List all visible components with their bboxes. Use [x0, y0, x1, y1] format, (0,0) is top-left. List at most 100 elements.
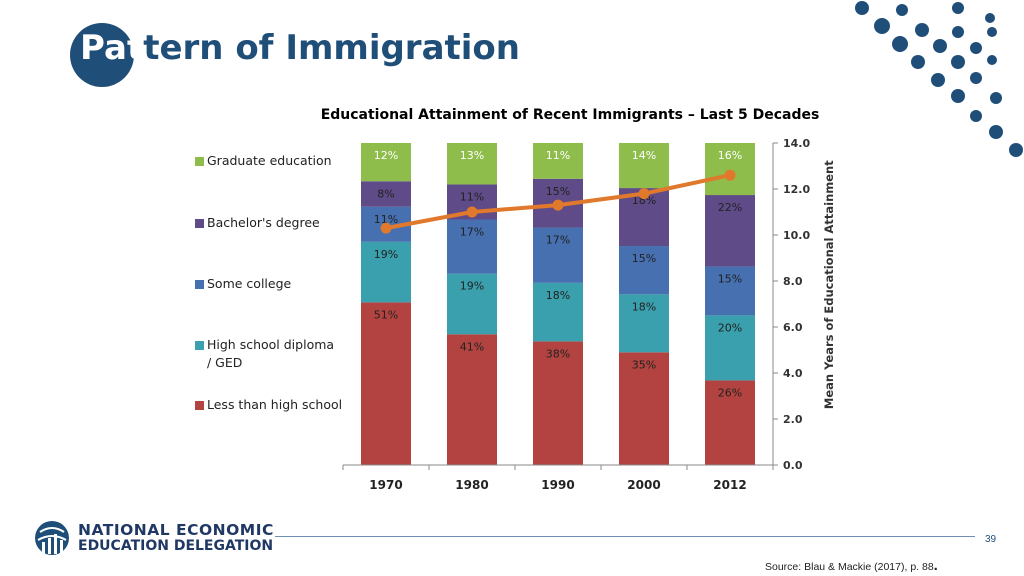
decorative-dot: [952, 26, 964, 38]
page-title-part2: tern of Immigration: [143, 28, 520, 68]
bar-data-label: 19%: [460, 280, 484, 293]
bar-data-label: 11%: [546, 149, 570, 162]
bar-data-label: 26%: [718, 386, 742, 399]
decorative-dot: [951, 55, 965, 69]
bar-data-label: 51%: [374, 308, 398, 321]
source-text: Source: Blau & Mackie (2017), p. 88: [765, 561, 934, 573]
bar-segment: [533, 282, 583, 342]
chart-legend: Graduate education Bachelor's degree Some …: [195, 153, 342, 412]
y2-tick-label: 2.0: [783, 413, 803, 426]
trend-point: [638, 188, 650, 200]
bar-data-label: 18%: [632, 300, 656, 313]
bar-data-label: 17%: [546, 234, 570, 247]
bar-data-label: 16%: [718, 149, 742, 162]
page-number: 39: [985, 534, 997, 545]
bar-data-label: 41%: [460, 340, 484, 353]
legend-label: Graduate education: [207, 153, 332, 168]
bar-data-label: 11%: [460, 190, 484, 203]
trend-point: [466, 206, 478, 218]
bar-data-label: 15%: [718, 273, 742, 286]
source-citation: Source: Blau & Mackie (2017), p. 88.: [765, 557, 938, 574]
bar-segment: [533, 143, 583, 179]
bar-segment: [447, 143, 497, 185]
bar-data-label: 35%: [632, 358, 656, 371]
page-title: Pattern of Immigration: [80, 28, 520, 68]
title-circle-accent: [70, 23, 134, 87]
bar-segment: [361, 143, 411, 182]
bar-segment: [705, 266, 755, 316]
bar-data-label: 11%: [374, 213, 398, 226]
bar-segment: [361, 302, 411, 465]
bar-segment: [705, 380, 755, 465]
legend-swatch: [195, 401, 204, 410]
decorative-dot: [985, 13, 995, 23]
decorative-dot: [1009, 143, 1023, 157]
trend-point: [552, 199, 564, 211]
y2-axis-label: Mean Years of Educational Attainment: [822, 160, 836, 409]
bar-segment: [447, 219, 497, 274]
chart-title: Educational Attainment of Recent Immigra…: [320, 107, 820, 123]
bar-segment: [361, 241, 411, 303]
stacked-bar-chart: Graduate education Bachelor's degree Some …: [195, 137, 836, 492]
bar-data-label: 15%: [632, 252, 656, 265]
chart-bars: 51% 19% 11% 8% 12% 41% 19% 17% 11% 13% 38% 18% 17% 15…: [361, 143, 755, 465]
footer-divider: [275, 536, 975, 537]
legend-label: Less than high school: [207, 397, 342, 412]
logo-line2: EDUCATION DELEGATION: [78, 538, 274, 554]
y2-tick-label: 10.0: [783, 229, 810, 242]
trend-point: [724, 169, 736, 181]
bar-data-label: 18%: [632, 194, 656, 207]
decorative-dot: [989, 125, 1003, 139]
decorative-dot: [952, 2, 964, 14]
decorative-dot: [892, 36, 908, 52]
legend-swatch: [195, 219, 204, 228]
y2-tick-label: 12.0: [783, 183, 810, 196]
decorative-dot: [915, 23, 929, 37]
x-tick-label: 2000: [627, 478, 660, 492]
mean-years-line: [380, 169, 736, 234]
y2-tick-label: 14.0: [783, 137, 810, 150]
decorative-dot: [987, 55, 997, 65]
bar-segment: [447, 334, 497, 465]
y2-tick-label: 6.0: [783, 321, 803, 334]
decorative-dot: [970, 72, 982, 84]
decorative-dot: [896, 4, 908, 16]
decorative-dot: [970, 42, 982, 54]
bar-segment: [705, 143, 755, 196]
decorative-dot: [933, 39, 947, 53]
x-tick-label: 1990: [541, 478, 574, 492]
legend-label: High school diploma: [207, 337, 334, 352]
organization-logo-text: NATIONAL ECONOMIC EDUCATION DELEGATION: [78, 522, 274, 554]
bar-segment: [705, 315, 755, 381]
decorative-dot: [931, 73, 945, 87]
legend-label: Bachelor's degree: [207, 215, 320, 230]
decorative-dot: [987, 27, 997, 37]
y2-tick-label: 0.0: [783, 459, 803, 472]
legend-label: / GED: [207, 355, 242, 370]
y2-tick-label: 4.0: [783, 367, 803, 380]
bar-segment: [619, 143, 669, 189]
bar-segment: [619, 246, 669, 295]
bar-segment: [447, 273, 497, 335]
logo-line1: NATIONAL ECONOMIC: [78, 521, 274, 539]
bar-data-label: 19%: [374, 248, 398, 261]
legend-swatch: [195, 157, 204, 166]
bar-segment: [533, 227, 583, 283]
bar-segment: [361, 181, 411, 207]
bar-data-label: 12%: [374, 149, 398, 162]
bar-data-label: 8%: [377, 187, 394, 200]
page-title-part1: Pat: [80, 28, 144, 68]
decorative-dot: [951, 89, 965, 103]
bar-data-label: 38%: [546, 347, 570, 360]
decorative-dot: [874, 18, 890, 34]
bar-segment: [533, 341, 583, 465]
decorative-dot: [911, 55, 925, 69]
trend-point: [380, 222, 392, 234]
x-tick-label: 1980: [455, 478, 488, 492]
decorative-dot: [970, 110, 982, 122]
decorative-dot: [990, 92, 1002, 104]
legend-label: Some college: [207, 276, 292, 291]
bar-data-label: 22%: [718, 201, 742, 214]
globe-logo-icon: [35, 521, 69, 555]
bar-segment: [705, 195, 755, 267]
